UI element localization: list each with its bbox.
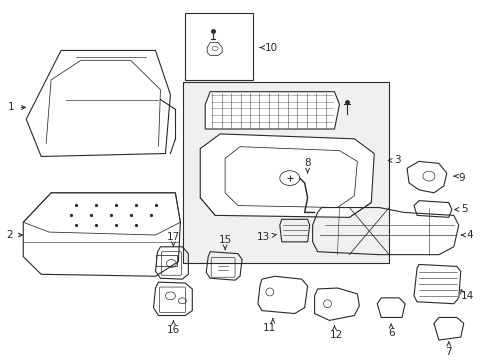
- Text: 10: 10: [264, 42, 278, 53]
- Text: 5: 5: [460, 204, 467, 215]
- Text: 13: 13: [256, 232, 269, 242]
- Text: 4: 4: [466, 230, 472, 240]
- Text: 12: 12: [329, 330, 343, 340]
- Bar: [185, 13, 252, 80]
- Polygon shape: [200, 134, 373, 217]
- Text: 6: 6: [387, 328, 394, 338]
- Polygon shape: [205, 92, 339, 129]
- Text: 3: 3: [393, 156, 400, 165]
- Text: 17: 17: [166, 232, 180, 242]
- Text: 2: 2: [6, 230, 13, 240]
- Text: 8: 8: [304, 158, 310, 168]
- Text: 15: 15: [218, 235, 231, 245]
- Bar: [155, 255, 177, 266]
- Text: 14: 14: [460, 291, 473, 301]
- Text: 16: 16: [166, 325, 180, 335]
- Text: 7: 7: [445, 347, 451, 357]
- Text: 11: 11: [263, 323, 276, 333]
- Bar: [183, 82, 388, 264]
- Text: 9: 9: [458, 173, 465, 183]
- Text: 1: 1: [8, 102, 15, 112]
